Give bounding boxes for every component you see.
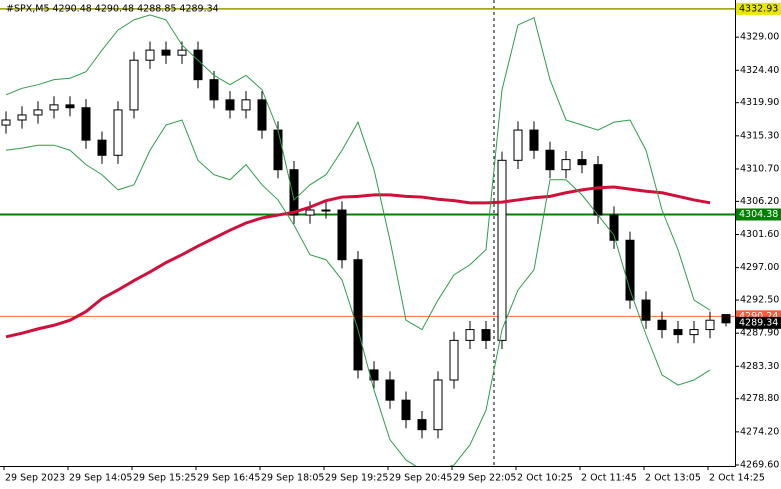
y-tick-label: 4310.70 <box>740 163 779 174</box>
candle-body <box>705 319 715 331</box>
candle-body <box>273 129 283 171</box>
candle-body <box>113 109 123 156</box>
candle-body <box>433 379 443 431</box>
candle-body <box>497 159 507 341</box>
x-tick-label: 2 Oct 11:45 <box>581 473 637 484</box>
x-tick-label: 29 Sep 18:05 <box>261 473 324 484</box>
candle-body <box>689 329 699 336</box>
price-label: 4290.24 <box>739 311 778 322</box>
candle-body <box>177 49 187 56</box>
price-label: 4289.34 <box>739 317 778 328</box>
indicator-line <box>5 14 711 331</box>
candle-body <box>721 314 731 324</box>
candle-body <box>161 49 171 56</box>
y-tick-label: 4287.90 <box>740 328 779 339</box>
y-tick-label: 4315.30 <box>740 130 779 141</box>
y-tick-label: 4329.00 <box>740 32 779 43</box>
candle-body <box>305 209 315 216</box>
y-tick-label: 4292.50 <box>740 295 779 306</box>
candle-body <box>561 159 571 171</box>
x-tick-label: 2 Oct 13:05 <box>645 473 701 484</box>
candle-body <box>641 299 651 321</box>
x-tick-label: 29 Sep 14:05 <box>69 473 132 484</box>
candle-body <box>209 79 219 101</box>
candle-body <box>465 329 475 341</box>
candle-body <box>1 119 11 126</box>
candle-body <box>129 59 139 111</box>
y-tick-label: 4319.90 <box>740 97 779 108</box>
plot-area <box>0 8 735 466</box>
candle-body <box>529 129 539 151</box>
candle-body <box>513 129 523 161</box>
candle-body <box>593 164 603 216</box>
candle-body <box>657 319 667 331</box>
x-tick-label: 29 Sep 15:25 <box>133 473 196 484</box>
candle-body <box>17 114 27 121</box>
candle-body <box>65 104 75 109</box>
candle-body <box>257 99 267 131</box>
indicator-line <box>5 119 711 466</box>
candle-body <box>401 399 411 421</box>
candle-body <box>337 209 347 261</box>
candle-body <box>97 139 107 156</box>
x-tick-label: 29 Sep 19:25 <box>325 473 388 484</box>
x-tick-label: 29 Sep 2023 <box>5 473 65 484</box>
candle-body <box>577 159 587 166</box>
x-tick-label: 29 Sep 16:45 <box>197 473 260 484</box>
candle-body <box>225 99 235 111</box>
candle-body <box>321 209 331 212</box>
y-tick-label: 4324.40 <box>740 65 779 76</box>
y-tick-label: 4306.20 <box>740 196 779 207</box>
y-tick-label: 4278.80 <box>740 393 779 404</box>
x-tick-label: 29 Sep 20:45 <box>389 473 452 484</box>
chart-title: #SPX,M5 4290.48 4290.48 4288.85 4289.34 <box>6 4 219 15</box>
candle-body <box>33 109 43 116</box>
price-label-box <box>736 2 781 15</box>
candle-body <box>81 107 91 141</box>
price-label-box <box>736 316 781 329</box>
price-label-box <box>736 208 781 221</box>
candle-body <box>385 379 395 401</box>
x-tick-label: 2 Oct 10:25 <box>517 473 573 484</box>
candle-body <box>241 99 251 111</box>
candle-body <box>417 419 427 431</box>
price-label: 4332.93 <box>739 3 778 14</box>
candle-body <box>353 259 363 371</box>
x-tick-label: 29 Sep 22:05 <box>453 473 516 484</box>
candle-body <box>609 214 619 241</box>
candle-body <box>481 329 491 341</box>
candle-body <box>625 239 635 301</box>
candle-body <box>145 49 155 61</box>
candle-body <box>193 49 203 81</box>
candle-body <box>289 169 299 216</box>
candle-body <box>49 104 59 111</box>
y-tick-label: 4269.60 <box>740 459 779 470</box>
y-tick-label: 4283.30 <box>740 361 779 372</box>
candle-body <box>449 339 459 381</box>
y-tick-label: 4274.20 <box>740 426 779 437</box>
x-tick-label: 2 Oct 14:25 <box>709 473 765 484</box>
price-label: 4304.38 <box>739 209 778 220</box>
indicator-line <box>5 185 711 339</box>
candle-body <box>673 329 683 336</box>
candle-body <box>545 149 555 171</box>
y-tick-label: 4301.60 <box>740 229 779 240</box>
y-tick-label: 4297.00 <box>740 262 779 273</box>
